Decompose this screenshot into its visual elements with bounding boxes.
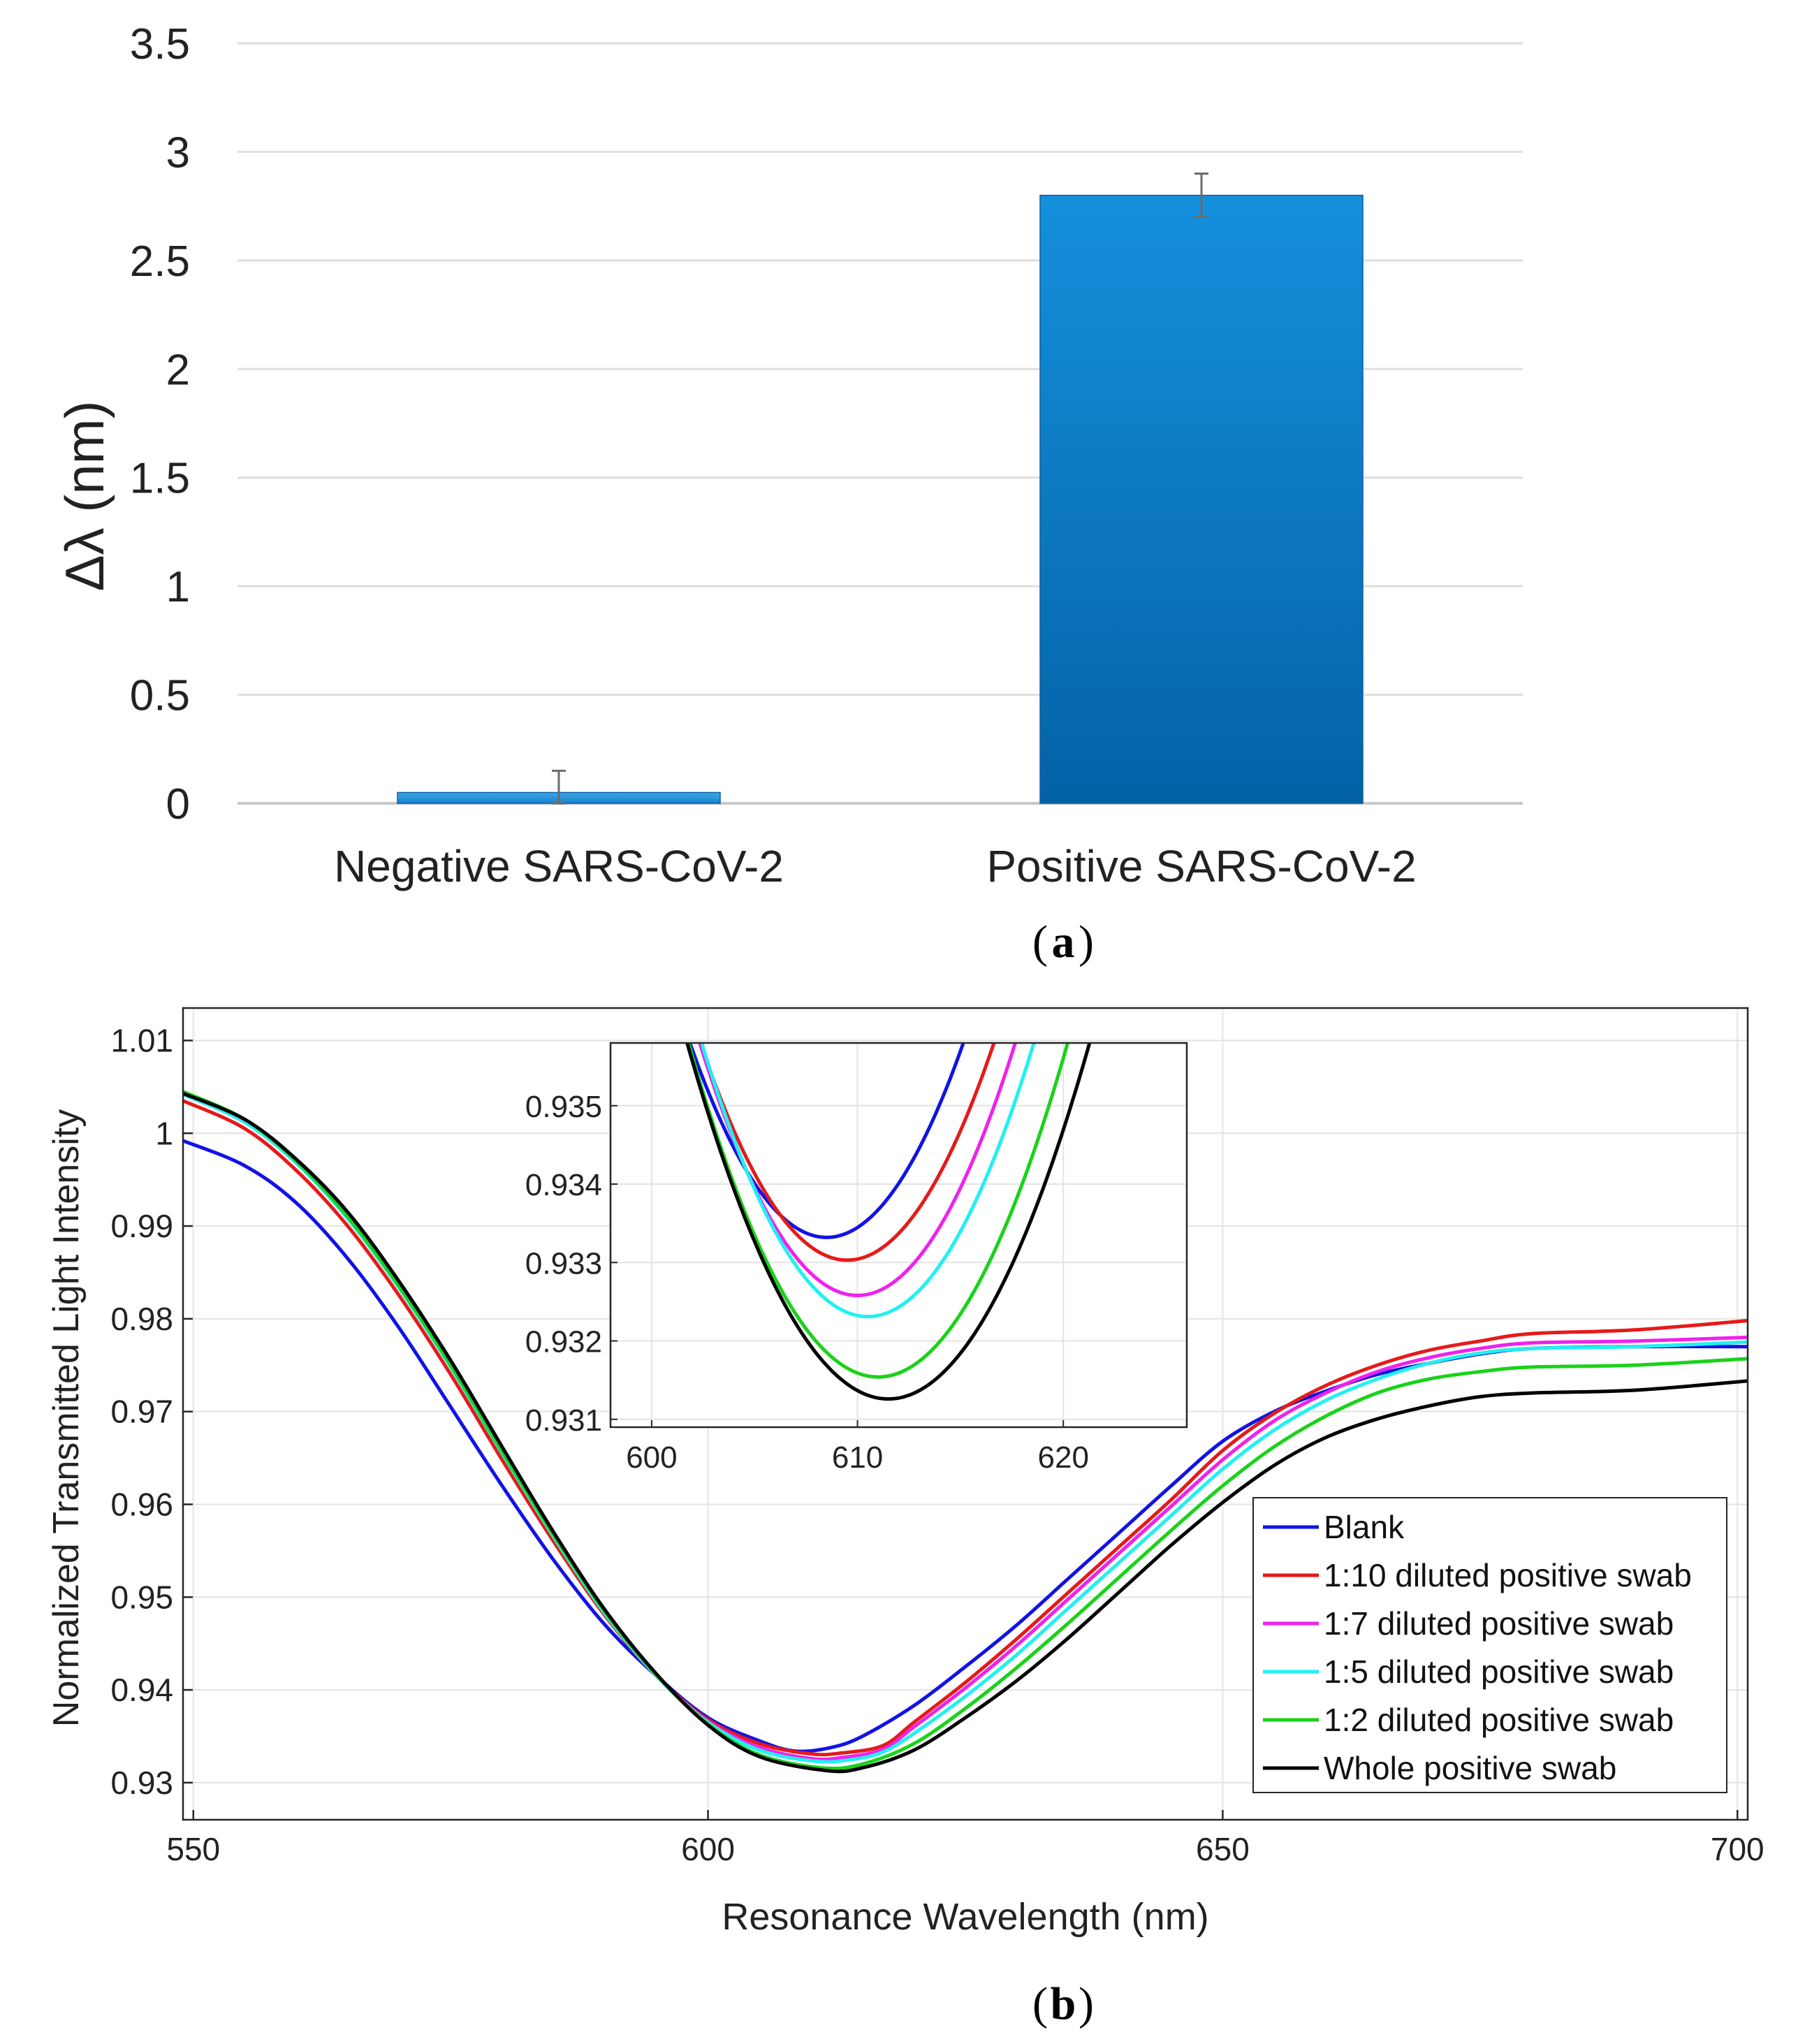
- bar-chart-bars: [397, 173, 1364, 805]
- panel-b-letter: b: [1051, 1978, 1076, 2029]
- line-chart-y-axis-label: Normalized Transmitted Light Intensity: [46, 1109, 87, 1727]
- inset-y-tick-label: 0.932: [525, 1325, 602, 1359]
- inset-series: [685, 1043, 1092, 1401]
- legend-box: [1252, 1497, 1727, 1793]
- bar-positive: [1039, 194, 1364, 804]
- line-chart-y-tick-label: 0.96: [110, 1486, 173, 1522]
- svg-text:(: (: [1032, 917, 1048, 968]
- bar-chart-y-tick-label: 3.5: [130, 20, 190, 68]
- bar-chart-y-tick-label: 0: [166, 780, 190, 828]
- inset-frame: [609, 1042, 1188, 1429]
- line-chart-y-tick-label: 0.97: [110, 1394, 173, 1430]
- inset-series-line-3: [699, 1043, 1036, 1319]
- inset-series-line-5: [685, 1043, 1092, 1401]
- line-chart-y-tick-label: 0.99: [110, 1208, 173, 1244]
- line-chart-x-ticks: 550 600 650 700: [166, 1810, 1764, 1867]
- line-chart-y-tick-label: 0.98: [110, 1301, 173, 1337]
- line-chart-y-tick-label: 0.93: [110, 1765, 173, 1801]
- line-chart-x-axis-label: Resonance Wavelength (nm): [722, 1896, 1208, 1938]
- panel-a-label: ( a ): [1032, 917, 1094, 968]
- legend-entry-label: 1:7 diluted positive swab: [1324, 1605, 1674, 1642]
- inset-y-tick-label: 0.933: [525, 1246, 602, 1280]
- inset-x-ticks: 600 610 620: [626, 1420, 1089, 1475]
- bar-chart-y-tick-label: 1.5: [130, 455, 190, 503]
- bar-error-bar: [552, 769, 566, 805]
- panel-a-letter: a: [1052, 917, 1075, 968]
- line-chart-inset: 0.931 0.932 0.933 0.934 0.935 600 610 620: [525, 1042, 1188, 1475]
- bar-chart-y-ticks: 0 0.5 1 1.5 2 2.5 3 3.5: [130, 20, 190, 828]
- line-chart-x-tick-label: 600: [681, 1831, 735, 1867]
- svg-text:): ): [1079, 1978, 1094, 2029]
- inset-series-line-0: [687, 1043, 965, 1239]
- line-chart-y-tick-label: 1.01: [110, 1022, 173, 1058]
- line-chart-frame: [182, 1007, 1749, 1821]
- bar-chart-y-tick-label: 3: [166, 129, 190, 177]
- bar-chart-y-tick-label: 1: [166, 563, 190, 611]
- legend-entry-label: Whole positive swab: [1324, 1750, 1616, 1786]
- line-chart-y-tick-label: 0.95: [110, 1579, 173, 1615]
- panel-b-label: ( b ): [1032, 1978, 1094, 2029]
- line-chart-x-tick-label: 700: [1711, 1831, 1764, 1867]
- line-chart-legend: Blank 1:10 diluted positive swab 1:7 dilut…: [1252, 1497, 1727, 1793]
- bar-chart-panel-a: 0 0.5 1 1.5 2 2.5 3 3.5 Negative SARS-CoV-2 Posi…: [54, 20, 1523, 968]
- bar-chart-categories: Negative SARS-CoV-2 Positive SARS-CoV-2: [334, 841, 1417, 891]
- bar-chart-y-axis-label: Δλ (nm): [54, 400, 115, 591]
- line-chart-x-tick-label: 550: [166, 1831, 220, 1867]
- inset-y-tick-label: 0.934: [525, 1168, 602, 1202]
- inset-y-tick-label: 0.931: [525, 1403, 602, 1438]
- line-chart-panel-b: 0.93 0.94 0.95 0.96 0.97 0.98 0.99 1 1.01 550 600…: [46, 1007, 1764, 2029]
- svg-text:(: (: [1032, 1978, 1048, 2029]
- legend-entry-label: Blank: [1324, 1509, 1405, 1545]
- bar-chart-category-label: Positive SARS-CoV-2: [986, 841, 1416, 891]
- series-line-5: [183, 1091, 1748, 1774]
- bar-chart-y-tick-label: 2: [166, 346, 190, 394]
- series-line-4: [183, 1090, 1748, 1771]
- line-chart-y-ticks: 0.93 0.94 0.95 0.96 0.97 0.98 0.99 1 1.01: [110, 1022, 193, 1801]
- bar-chart-category-label: Negative SARS-CoV-2: [334, 841, 784, 891]
- legend-entry-label: 1:5 diluted positive swab: [1324, 1654, 1674, 1690]
- inset-x-tick-label: 610: [832, 1440, 883, 1475]
- bar-error-bar: [1194, 173, 1208, 219]
- inset-x-tick-label: 600: [626, 1440, 677, 1475]
- bar-chart-y-tick-label: 0.5: [130, 672, 190, 720]
- inset-x-tick-label: 620: [1038, 1440, 1089, 1475]
- legend-entry-label: 1:10 diluted positive swab: [1324, 1557, 1692, 1593]
- series-line-0: [183, 1139, 1748, 1753]
- series-line-1: [183, 1099, 1748, 1757]
- line-chart-series: [183, 1090, 1748, 1774]
- svg-text:): ): [1079, 917, 1094, 968]
- inset-y-ticks: 0.931 0.932 0.933 0.934 0.935: [525, 1090, 617, 1438]
- bar-chart-y-tick-label: 2.5: [130, 238, 190, 286]
- line-chart-x-tick-label: 650: [1196, 1831, 1250, 1867]
- legend-entry-label: 1:2 diluted positive swab: [1324, 1702, 1674, 1738]
- line-chart-y-tick-label: 1: [155, 1115, 173, 1151]
- line-chart-y-tick-label: 0.94: [110, 1672, 173, 1708]
- inset-y-tick-label: 0.935: [525, 1090, 602, 1124]
